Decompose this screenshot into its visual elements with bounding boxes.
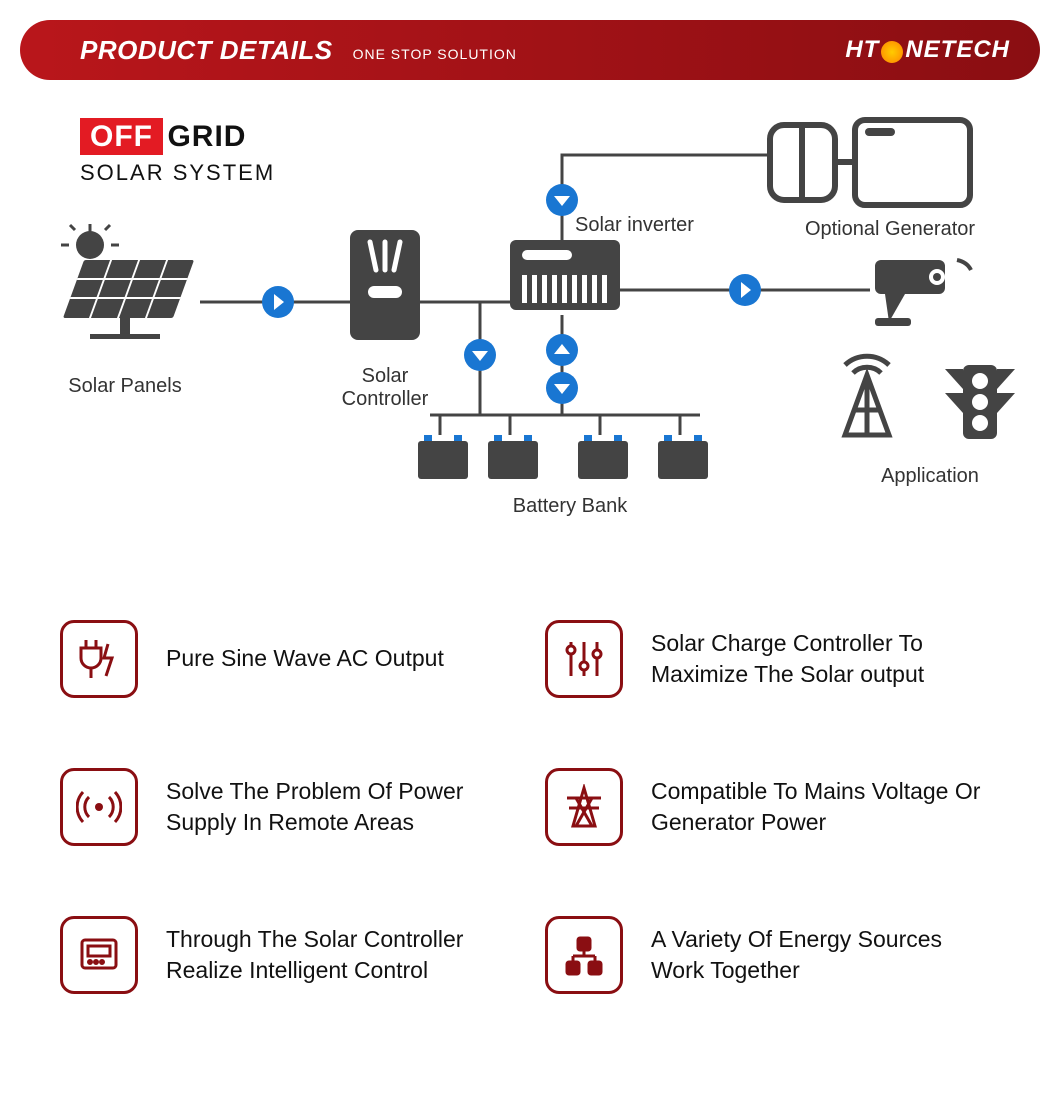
label-optional-generator: Optional Generator xyxy=(780,218,1000,241)
nodes-icon xyxy=(545,916,623,994)
antenna-icon xyxy=(845,356,889,435)
pylon-icon xyxy=(545,768,623,846)
plug-icon xyxy=(60,620,138,698)
feature-item: Solar Charge Controller To Maximize The … xyxy=(545,620,1000,698)
label-battery-bank: Battery Bank xyxy=(500,495,640,518)
label-application: Application xyxy=(860,465,1000,488)
label-solar-panels: Solar Panels xyxy=(60,375,190,398)
brand-suffix: NETECH xyxy=(905,36,1010,64)
sliders-icon xyxy=(545,620,623,698)
label-solar-inverter: Solar inverter xyxy=(575,214,735,237)
camera-icon xyxy=(875,260,971,326)
label-solar-controller: Solar Controller xyxy=(330,365,440,411)
signal-icon xyxy=(60,768,138,846)
feature-text: Solar Charge Controller To Maximize The … xyxy=(651,628,1000,690)
traffic-light-icon xyxy=(945,365,1015,439)
battery-bank-icon xyxy=(418,435,708,479)
features-grid: Pure Sine Wave AC Output Solar Charge Co… xyxy=(60,620,1000,994)
header-banner: PRODUCT DETAILS ONE STOP SOLUTION HT NET… xyxy=(20,20,1040,80)
feature-item: Pure Sine Wave AC Output xyxy=(60,620,515,698)
banner-title: PRODUCT DETAILS xyxy=(80,35,333,66)
brand-sun-icon xyxy=(881,41,903,63)
feature-text: Through The Solar Controller Realize Int… xyxy=(166,924,515,986)
solar-inverter-icon xyxy=(510,240,620,310)
banner-subtitle: ONE STOP SOLUTION xyxy=(353,46,517,62)
feature-text: A Variety Of Energy Sources Work Togethe… xyxy=(651,924,1000,986)
feature-item: Compatible To Mains Voltage Or Generator… xyxy=(545,768,1000,846)
feature-text: Pure Sine Wave AC Output xyxy=(166,643,444,674)
feature-item: A Variety Of Energy Sources Work Togethe… xyxy=(545,916,1000,994)
brand-logo: HT NETECH xyxy=(845,36,1010,64)
feature-text: Compatible To Mains Voltage Or Generator… xyxy=(651,776,1000,838)
feature-item: Through The Solar Controller Realize Int… xyxy=(60,916,515,994)
brand-prefix: HT xyxy=(845,36,879,64)
feature-text: Solve The Problem Of Power Supply In Rem… xyxy=(166,776,515,838)
feature-item: Solve The Problem Of Power Supply In Rem… xyxy=(60,768,515,846)
system-diagram: OFF GRID SOLAR SYSTEM xyxy=(0,110,1060,570)
solar-controller-icon xyxy=(350,230,420,340)
generator-icon xyxy=(770,120,970,205)
banner-left: PRODUCT DETAILS ONE STOP SOLUTION xyxy=(80,35,517,66)
monitor-icon xyxy=(60,916,138,994)
solar-panel-icon xyxy=(61,224,194,339)
